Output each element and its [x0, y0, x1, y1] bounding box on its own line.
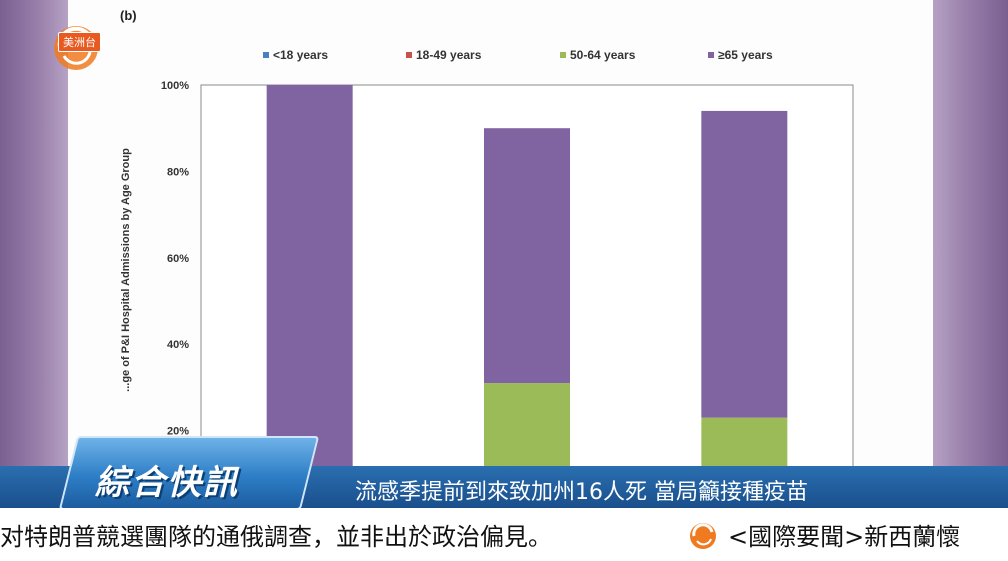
news-badge-text: 綜合快訊: [95, 464, 239, 502]
chart-slide: (b) <18 years 18-49 years 50-64 years ≥6…: [68, 0, 933, 470]
y-axis-label: ...ge of P&I Hospital Admissions by Age …: [120, 148, 132, 392]
channel-logo-text: 美洲台: [58, 32, 101, 52]
legend-label: 18-49 years: [416, 48, 482, 62]
ticker-line: 对特朗普競選團隊的通俄調查，並非出於政治偏見。 <國際要聞>新西蘭懷: [0, 513, 1008, 555]
chart-legend: <18 years 18-49 years 50-64 years ≥65 ye…: [68, 48, 933, 66]
legend-label: <18 years: [273, 48, 329, 62]
bar-segment-3-3: [701, 417, 788, 470]
y-tick-label: 100%: [161, 80, 189, 92]
legend-swatch-18-49: [406, 52, 412, 58]
y-tick-label: 80%: [167, 166, 189, 178]
legend-item-50-64: 50-64 years: [560, 48, 635, 62]
bar-segment-3-4: [701, 110, 788, 418]
headline-text: 流感季提前到來致加州16人死 當局籲接種疫苗: [355, 480, 808, 505]
left-purple-border: [0, 0, 68, 470]
legend-label: ≥65 years: [718, 48, 773, 62]
y-tick-label: 60%: [167, 253, 189, 265]
y-tick-label: 40%: [167, 339, 189, 351]
legend-item-65plus: ≥65 years: [708, 48, 773, 62]
panel-label: (b): [120, 8, 137, 23]
y-axis-label-wrap: ...ge of P&I Hospital Admissions by Age …: [116, 90, 136, 450]
legend-item-under18: <18 years: [263, 48, 328, 62]
legend-swatch-under18: [263, 52, 269, 58]
bar-segment-1-4: [266, 85, 353, 470]
bar-segment-2-3: [484, 383, 570, 470]
news-ticker: 对特朗普競選團隊的通俄調查，並非出於政治偏見。 <國際要聞>新西蘭懷: [0, 508, 1008, 561]
bar-segment-2-4: [484, 128, 570, 384]
ticker-left-text: 对特朗普競選團隊的通俄調查，並非出於政治偏見。: [0, 523, 552, 551]
legend-item-18-49: 18-49 years: [406, 48, 481, 62]
ticker-right-text: <國際要聞>新西蘭懷: [728, 523, 961, 551]
phoenix-ticker-icon: [690, 523, 716, 549]
y-tick-label: 20%: [167, 426, 189, 438]
legend-swatch-65plus: [708, 52, 714, 58]
legend-swatch-50-64: [560, 52, 566, 58]
stacked-bar-chart: 100% 80% 60% 40% 20%: [161, 80, 854, 470]
right-purple-border: [933, 0, 1008, 470]
legend-label: 50-64 years: [570, 48, 636, 62]
